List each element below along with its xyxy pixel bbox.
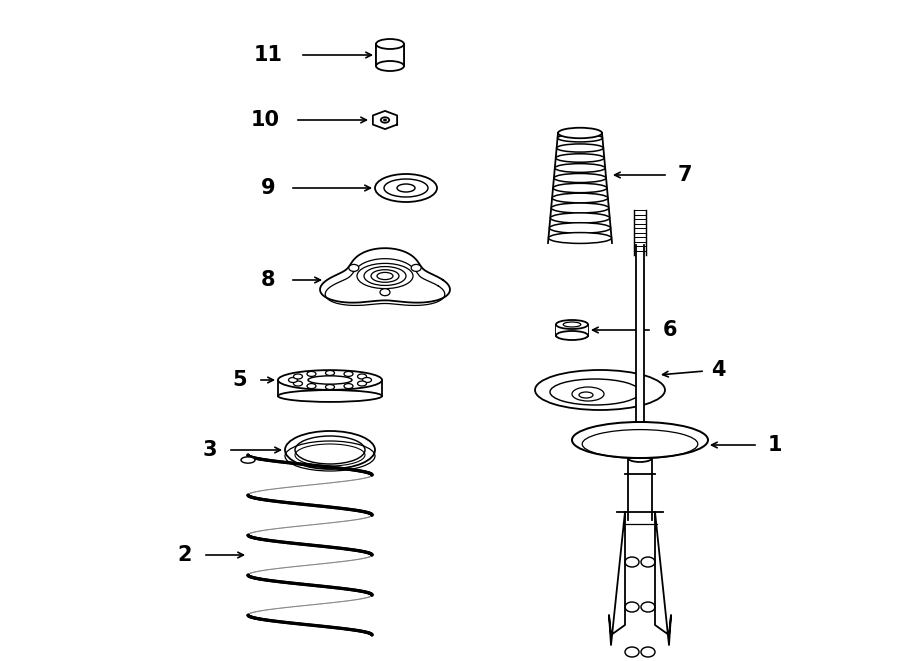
Polygon shape <box>609 512 625 645</box>
Text: 7: 7 <box>678 165 692 185</box>
Ellipse shape <box>376 39 404 49</box>
Ellipse shape <box>380 289 390 295</box>
Text: 11: 11 <box>254 45 283 65</box>
Ellipse shape <box>550 213 609 223</box>
Ellipse shape <box>628 454 652 462</box>
Ellipse shape <box>557 134 602 142</box>
Ellipse shape <box>554 173 606 182</box>
Ellipse shape <box>289 377 298 383</box>
Ellipse shape <box>411 264 421 272</box>
Ellipse shape <box>293 374 302 379</box>
Text: 5: 5 <box>233 370 248 390</box>
Ellipse shape <box>376 61 404 71</box>
Ellipse shape <box>363 377 372 383</box>
Polygon shape <box>320 248 450 303</box>
Ellipse shape <box>241 457 255 463</box>
Polygon shape <box>655 512 671 645</box>
Ellipse shape <box>383 119 386 121</box>
Text: 6: 6 <box>662 320 677 340</box>
Text: 9: 9 <box>261 178 275 198</box>
Ellipse shape <box>278 370 382 390</box>
Ellipse shape <box>308 376 352 384</box>
Ellipse shape <box>548 233 611 243</box>
Ellipse shape <box>293 381 302 386</box>
Bar <box>636 245 644 430</box>
Ellipse shape <box>554 164 605 173</box>
Ellipse shape <box>344 383 353 389</box>
Bar <box>556 325 588 336</box>
Ellipse shape <box>344 371 353 376</box>
Ellipse shape <box>556 331 588 340</box>
Polygon shape <box>373 111 397 129</box>
Text: 10: 10 <box>250 110 280 130</box>
Ellipse shape <box>285 431 375 469</box>
Ellipse shape <box>572 422 708 458</box>
Ellipse shape <box>357 381 366 386</box>
Ellipse shape <box>326 370 335 375</box>
Ellipse shape <box>555 154 604 162</box>
Ellipse shape <box>556 320 588 329</box>
Text: 4: 4 <box>711 360 725 380</box>
Bar <box>376 44 404 66</box>
Ellipse shape <box>326 385 335 389</box>
Ellipse shape <box>278 390 382 402</box>
Text: 8: 8 <box>261 270 275 290</box>
Ellipse shape <box>553 183 607 192</box>
Text: 2: 2 <box>178 545 193 565</box>
Ellipse shape <box>549 223 610 233</box>
Text: 1: 1 <box>768 435 782 455</box>
Ellipse shape <box>556 144 603 152</box>
Ellipse shape <box>349 264 359 272</box>
Ellipse shape <box>558 128 602 138</box>
Text: 3: 3 <box>202 440 217 460</box>
Ellipse shape <box>535 370 665 410</box>
Ellipse shape <box>551 203 608 213</box>
Ellipse shape <box>552 193 608 203</box>
Ellipse shape <box>357 374 366 379</box>
Ellipse shape <box>307 371 316 376</box>
Bar <box>628 458 652 520</box>
Ellipse shape <box>375 174 437 202</box>
Ellipse shape <box>307 383 316 389</box>
